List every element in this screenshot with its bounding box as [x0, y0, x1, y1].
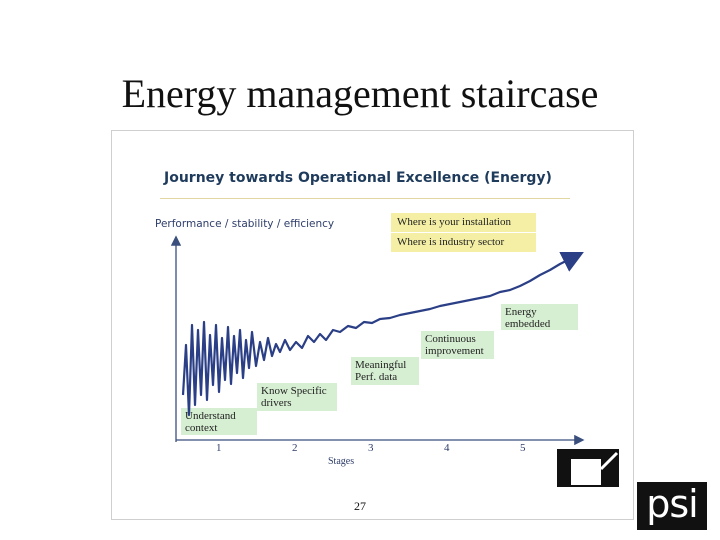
stage-3-box: Meaningful Perf. data [351, 357, 419, 385]
stage-4-box: Continuous improvement [421, 331, 494, 359]
stage-1-box: Understand context [181, 408, 257, 435]
x-tick-label: 3 [368, 442, 374, 454]
x-tick-label: 2 [292, 442, 298, 454]
performance-curve [181, 252, 584, 417]
diagram-title: Journey towards Operational Excellence (… [164, 170, 552, 186]
callout-industry-sector: Where is industry sector [391, 233, 536, 252]
slide-title: Energy management staircase [121, 71, 599, 116]
corner-logo-icon [557, 449, 619, 487]
stage-2-box: Know Specific drivers [257, 383, 337, 411]
page-number: 27 [354, 499, 366, 513]
psi-logo: psi [637, 482, 707, 530]
title-underline [160, 198, 570, 199]
y-axis-label: Performance / stability / efficiency [155, 218, 335, 230]
x-axis-label: Stages [328, 456, 355, 467]
x-tick-label: 1 [216, 442, 222, 454]
x-tick-label: 5 [520, 442, 526, 454]
x-tick-label: 4 [444, 442, 450, 454]
callout-installation: Where is your installation [391, 213, 536, 232]
stage-5-box: Energy embedded [501, 304, 578, 330]
